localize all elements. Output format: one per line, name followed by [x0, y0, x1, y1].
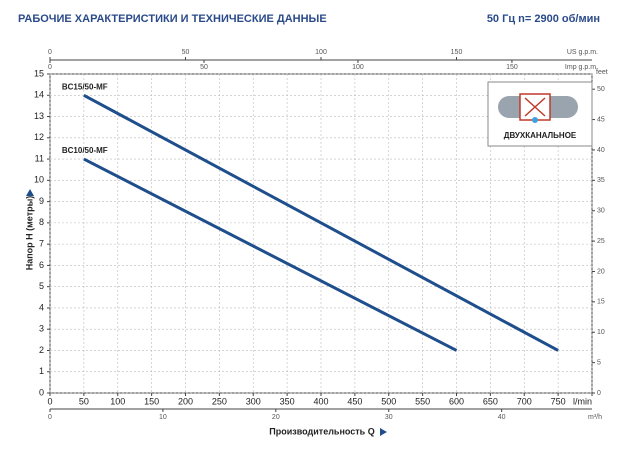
y2-tick-label: 10	[597, 329, 605, 336]
y2-tick-label: 45	[597, 116, 605, 123]
x-tick-label: l/min	[573, 396, 592, 406]
chart-subtitle: 50 Гц n= 2900 об/мин	[487, 13, 600, 25]
top-axis-tick-label: 50	[182, 49, 190, 56]
top-axis-tick-label: 0	[48, 49, 52, 56]
x-tick-label: 750	[551, 396, 566, 406]
bottom-axis-tick-label: 0	[48, 414, 52, 421]
y-tick-label: 14	[34, 90, 44, 100]
y-tick-label: 4	[39, 302, 44, 312]
x-tick-label: 450	[347, 396, 362, 406]
y2-tick-label: 30	[597, 208, 605, 215]
x-tick-label: 400	[313, 396, 328, 406]
y2-tick-label: 15	[597, 299, 605, 306]
y-tick-label: 11	[35, 153, 44, 163]
top-axis-unit: US g.p.m.	[567, 49, 598, 56]
top-axis-tick-label: 150	[451, 49, 463, 56]
x-tick-label: 250	[212, 396, 227, 406]
bottom-axis-unit: m³/h	[588, 414, 602, 421]
y2-tick-label: 35	[597, 177, 605, 184]
x-tick-label: 350	[280, 396, 295, 406]
series-line	[83, 93, 559, 352]
pump-icon	[487, 81, 593, 147]
x-tick-label: 50	[79, 396, 89, 406]
bottom-axis-tick-label: 10	[159, 414, 167, 421]
annotation: ДВУХКАНАЛЬНОЕ	[504, 131, 577, 140]
y-tick-label: 0	[39, 387, 44, 397]
top-axis-unit: Imp g.p.m.	[565, 64, 598, 71]
top-axis-tick-label: 100	[315, 49, 327, 56]
x-tick-label: 150	[144, 396, 159, 406]
y2-tick-label: 20	[597, 268, 605, 275]
y-tick-label: 6	[39, 260, 44, 270]
y2-tick-label: 25	[597, 238, 605, 245]
y-axis-arrow	[26, 189, 34, 196]
y-tick-label: 12	[34, 132, 44, 142]
y-axis-label: Напор H (метры)	[24, 196, 34, 271]
x-tick-label: 600	[449, 396, 464, 406]
x-axis-label: Производительность Q	[269, 426, 374, 436]
y-tick-label: 2	[39, 345, 44, 355]
y-tick-label: 3	[39, 324, 44, 334]
y2-tick-label: 5	[597, 359, 601, 366]
bottom-axis-tick-label: 20	[272, 414, 280, 421]
bottom-axis-tick-label: 30	[385, 414, 393, 421]
y2-tick-label: 0	[597, 390, 601, 397]
x-tick-label: 100	[110, 396, 125, 406]
y-tick-label: 15	[34, 68, 44, 78]
y-tick-label: 9	[39, 196, 44, 206]
y2-axis-label: feet	[596, 69, 608, 76]
x-tick-label: 300	[246, 396, 261, 406]
icon-channels	[524, 97, 546, 117]
series-label: BC15/50-MF	[62, 82, 108, 91]
x-tick-label: 200	[178, 396, 193, 406]
y2-tick-label: 50	[597, 86, 605, 93]
x-axis-arrow	[380, 428, 387, 436]
bottom-axis-tick-label: 40	[498, 414, 506, 421]
icon-flow	[532, 117, 538, 123]
chart-title: РАБОЧИЕ ХАРАКТЕРИСТИКИ И ТЕХНИЧЕСКИЕ ДАН…	[18, 13, 327, 25]
y2-tick-label: 40	[597, 147, 605, 154]
top-axis-tick-label: 100	[352, 64, 364, 71]
x-tick-label: 0	[47, 396, 52, 406]
top-axis-tick-label: 50	[200, 64, 208, 71]
x-tick-label: 500	[381, 396, 396, 406]
y-tick-label: 10	[34, 175, 44, 185]
x-tick-label: 550	[415, 396, 430, 406]
y-tick-label: 7	[39, 239, 44, 249]
x-tick-label: 650	[483, 396, 498, 406]
series-label: BC10/50-MF	[62, 146, 108, 155]
x-tick-label: 700	[517, 396, 532, 406]
top-axis-tick-label: 150	[506, 64, 518, 71]
series-line	[83, 157, 458, 352]
y-tick-label: 8	[39, 217, 44, 227]
y-tick-label: 1	[39, 366, 44, 376]
y-tick-label: 5	[39, 281, 44, 291]
top-axis-tick-label: 0	[48, 64, 52, 71]
y-tick-label: 13	[34, 111, 44, 121]
